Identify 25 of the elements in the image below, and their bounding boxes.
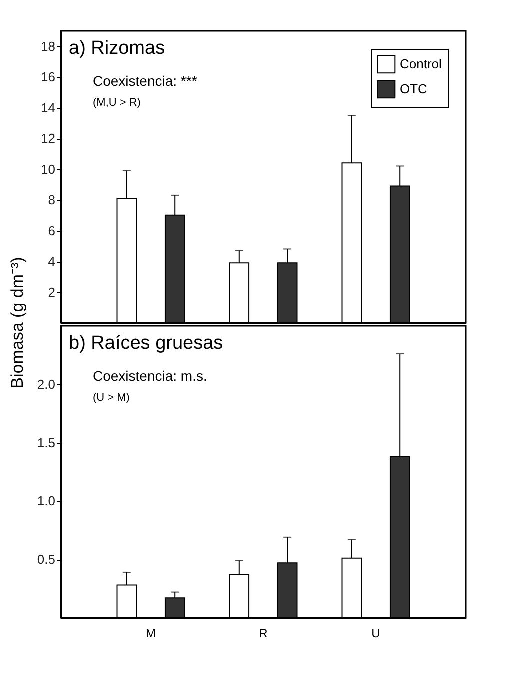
y-tick-label: 8 xyxy=(48,192,56,208)
annotation: Coexistencia: *** xyxy=(93,73,198,89)
y-tick-label: 4 xyxy=(48,254,56,270)
y-tick-label: 1.5 xyxy=(37,435,56,450)
y-tick-label: 12 xyxy=(41,131,56,146)
legend-label: OTC xyxy=(400,82,428,96)
y-tick-label: 18 xyxy=(41,38,56,54)
annotation: (U > M) xyxy=(93,392,130,404)
y-tick-label: 2.0 xyxy=(37,376,56,392)
x-tick-label: R xyxy=(259,626,268,640)
y-tick-label: 14 xyxy=(41,100,56,116)
y-tick-label: 0.5 xyxy=(37,552,56,568)
y-tick-label: 16 xyxy=(41,70,56,85)
x-tick-label: U xyxy=(372,626,380,640)
legend-label: Control xyxy=(400,56,442,72)
y-tick-label: 10 xyxy=(41,162,56,177)
chart-title: a) Rizomas xyxy=(69,38,166,59)
x-tick-label: M xyxy=(146,626,156,640)
y-tick-label: 6 xyxy=(48,223,56,238)
annotation: Coexistencia: m.s. xyxy=(93,368,208,384)
y-axis-title: Biomasa (g dm⁻³) xyxy=(8,257,27,389)
chart-title: b) Raíces gruesas xyxy=(69,333,224,354)
annotation: (M,U > R) xyxy=(93,97,141,109)
y-tick-label: 2 xyxy=(48,284,56,300)
y-tick-label: 1.0 xyxy=(37,494,56,509)
